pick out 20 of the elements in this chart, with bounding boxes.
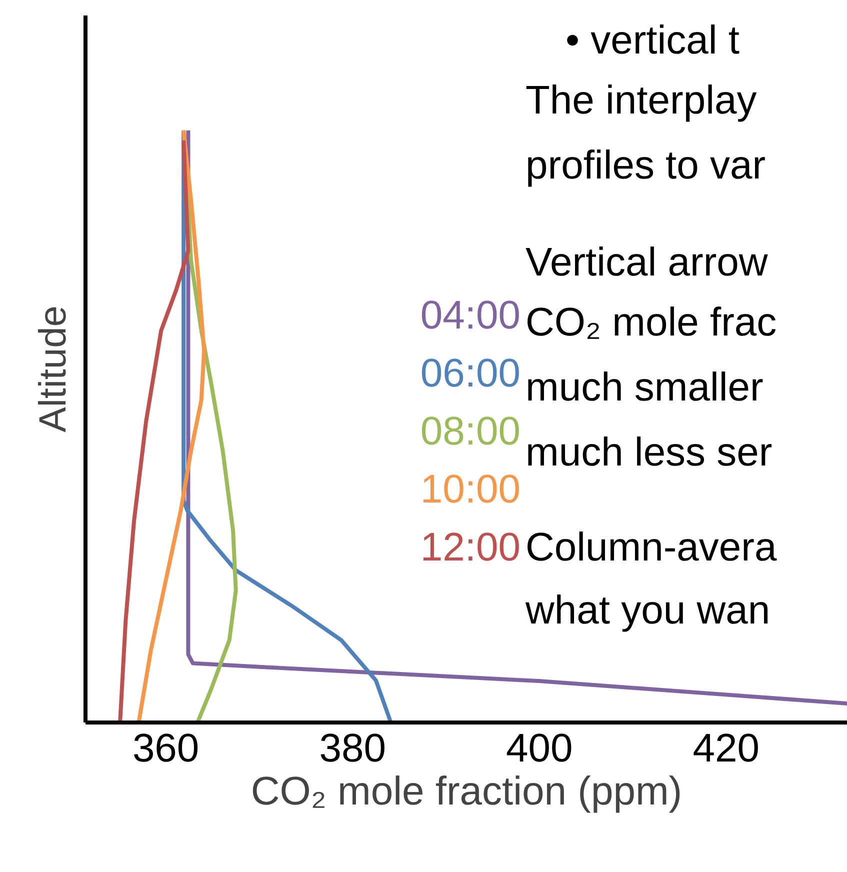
annotation: CO₂ mole frac [526, 300, 777, 344]
text: 10:00 [420, 468, 521, 512]
annotation: Column-avera [526, 526, 778, 570]
text: • vertical t [566, 18, 740, 62]
x-axis-title: CO₂ mole fraction (ppm) [250, 770, 682, 814]
text: 04:00 [420, 294, 521, 338]
text: 12:00 [420, 526, 521, 570]
x-tick-label: 360 [132, 726, 200, 770]
x-tick-label: 420 [692, 726, 760, 770]
x-tick-label: 400 [506, 726, 573, 770]
text: 06:00 [420, 352, 521, 396]
annotation: much less ser [526, 430, 772, 474]
annotation: what you wan [524, 588, 770, 632]
annotation: Vertical arrow [526, 240, 768, 284]
y-axis-title: Altitude [32, 306, 74, 432]
annotation: profiles to var [526, 144, 766, 188]
annotation: much smaller [526, 366, 764, 410]
text: 08:00 [420, 410, 521, 454]
text: The interplay [526, 78, 757, 122]
x-tick-label: 380 [319, 726, 386, 770]
